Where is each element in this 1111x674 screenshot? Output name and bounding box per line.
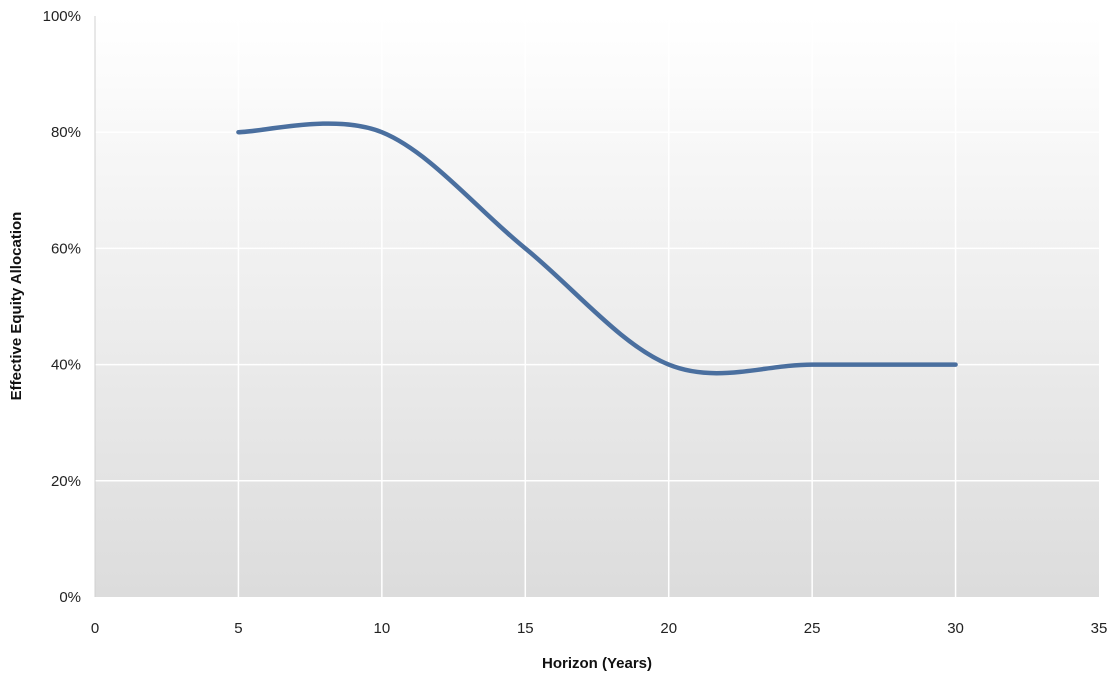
x-tick-labels: 0 5 10 15 20 25 30 35 (91, 620, 1108, 637)
y-tick-label: 40% (51, 357, 81, 374)
x-axis-title: Horizon (Years) (542, 655, 652, 672)
x-tick-label: 20 (660, 620, 677, 637)
plot-area (95, 16, 1099, 597)
y-axis-title: Effective Equity Allocation (8, 212, 25, 401)
x-tick-label: 25 (804, 620, 821, 637)
y-tick-labels: 0% 20% 40% 60% 80% 100% (43, 8, 81, 606)
grid-lines (95, 16, 1099, 597)
x-tick-label: 35 (1091, 620, 1108, 637)
y-tick-label: 0% (59, 589, 81, 606)
x-tick-label: 15 (517, 620, 534, 637)
x-tick-label: 30 (947, 620, 964, 637)
x-tick-label: 0 (91, 620, 99, 637)
x-tick-label: 5 (234, 620, 242, 637)
y-tick-label: 100% (43, 8, 81, 25)
x-tick-label: 10 (374, 620, 391, 637)
series-line-0 (236, 121, 958, 376)
y-tick-label: 60% (51, 240, 81, 257)
y-tick-label: 80% (51, 124, 81, 141)
series-group (236, 121, 958, 376)
y-tick-label: 20% (51, 473, 81, 490)
